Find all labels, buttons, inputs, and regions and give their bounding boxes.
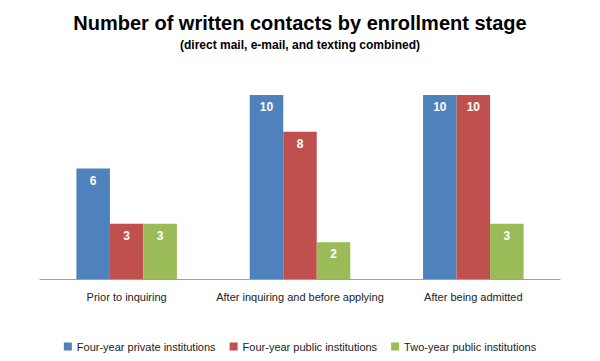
svg-text:After being admitted: After being admitted: [424, 291, 522, 303]
svg-text:Prior to inquiring: Prior to inquiring: [87, 291, 167, 303]
svg-text:Four-year public institutions: Four-year public institutions: [243, 341, 378, 353]
svg-text:3: 3: [504, 229, 511, 243]
svg-text:Two-year public institutions: Two-year public institutions: [404, 341, 537, 353]
svg-text:6: 6: [90, 174, 97, 188]
svg-text:Number of written contacts by: Number of written contacts by enrollment…: [73, 12, 526, 34]
svg-text:10: 10: [260, 100, 274, 114]
svg-text:8: 8: [297, 137, 304, 151]
svg-text:3: 3: [157, 229, 164, 243]
svg-text:(direct mail, e-mail, and text: (direct mail, e-mail, and texting combin…: [180, 38, 420, 52]
svg-text:Four-year private institutions: Four-year private institutions: [77, 341, 216, 353]
svg-text:3: 3: [123, 229, 130, 243]
svg-text:2: 2: [330, 247, 337, 261]
svg-text:After inquiring and before app: After inquiring and before applying: [216, 291, 384, 303]
svg-text:10: 10: [467, 100, 481, 114]
svg-text:10: 10: [433, 100, 447, 114]
